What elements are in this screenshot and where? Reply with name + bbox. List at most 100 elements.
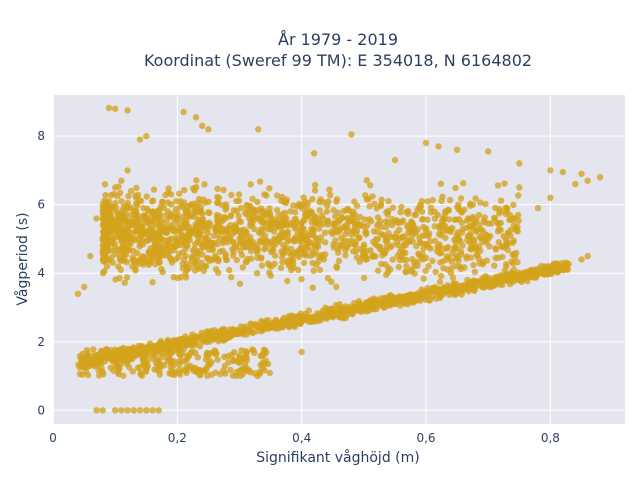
data-point: [102, 192, 109, 199]
data-point: [167, 191, 175, 198]
data-point: [515, 217, 522, 224]
data-point: [182, 210, 190, 217]
data-point: [116, 189, 124, 196]
data-point: [191, 187, 198, 194]
data-point: [103, 351, 110, 359]
data-point: [201, 199, 209, 206]
data-point: [429, 197, 436, 204]
data-point: [370, 228, 377, 235]
data-point: [366, 303, 373, 311]
data-point: [167, 213, 174, 221]
data-point: [233, 197, 240, 205]
data-point: [494, 219, 501, 226]
data-point: [189, 253, 196, 260]
data-point: [149, 230, 156, 238]
data-point: [191, 364, 199, 372]
data-point: [403, 295, 411, 302]
data-point: [84, 352, 91, 359]
data-point: [344, 223, 351, 231]
data-point: [182, 274, 190, 281]
data-point: [400, 248, 407, 256]
data-point: [252, 320, 260, 328]
data-point: [403, 263, 410, 270]
data-point: [292, 208, 299, 216]
x-tick-label: 0,8: [541, 431, 560, 445]
data-point: [95, 372, 103, 379]
data-point: [251, 349, 258, 357]
x-tick-label: 0,2: [168, 431, 187, 445]
data-point: [133, 352, 141, 359]
data-point: [483, 257, 491, 264]
data-point: [76, 364, 83, 371]
data-point: [431, 237, 439, 245]
data-point: [155, 407, 162, 414]
data-point: [204, 363, 211, 370]
data-point: [471, 285, 479, 292]
data-point: [431, 223, 438, 230]
data-point: [292, 215, 299, 223]
data-point: [409, 238, 416, 245]
data-point: [273, 207, 281, 214]
data-point: [249, 238, 256, 245]
data-point: [197, 367, 204, 374]
data-point: [534, 204, 542, 212]
data-point: [406, 226, 413, 233]
data-point: [465, 281, 473, 288]
data-point: [384, 264, 392, 271]
data-point: [118, 236, 125, 243]
data-point: [231, 228, 238, 236]
data-point: [353, 202, 361, 210]
data-point: [159, 199, 166, 206]
data-point: [432, 268, 439, 276]
data-point: [244, 367, 251, 375]
data-point: [271, 219, 278, 226]
data-point: [431, 215, 439, 222]
data-point: [478, 277, 486, 285]
data-point: [341, 310, 348, 317]
data-point: [156, 220, 163, 227]
data-point: [437, 180, 445, 187]
data-point: [467, 202, 474, 209]
data-point: [139, 356, 146, 364]
data-point: [228, 274, 235, 281]
data-point: [215, 194, 223, 201]
data-point: [167, 255, 174, 262]
data-point: [281, 215, 288, 222]
data-point: [559, 168, 566, 176]
data-point: [79, 371, 86, 378]
data-point: [498, 281, 506, 289]
data-point: [429, 257, 436, 264]
data-point: [374, 235, 382, 243]
data-point: [320, 221, 327, 228]
data-point: [369, 251, 376, 259]
data-point: [150, 186, 158, 193]
data-point: [180, 346, 187, 353]
data-point: [279, 193, 286, 201]
data-point: [389, 204, 397, 211]
data-point: [284, 231, 291, 239]
data-point: [281, 209, 289, 216]
data-point: [136, 407, 144, 414]
data-point: [119, 242, 126, 249]
data-point: [245, 326, 252, 333]
data-point: [389, 256, 396, 263]
data-point: [256, 178, 264, 185]
data-point: [395, 263, 402, 271]
data-point: [495, 254, 502, 261]
data-point: [510, 266, 518, 273]
data-point: [472, 242, 479, 249]
data-point: [342, 230, 349, 238]
data-point: [268, 263, 275, 270]
data-point: [267, 272, 274, 279]
data-point: [215, 269, 222, 276]
data-point: [258, 208, 265, 215]
data-point: [438, 249, 445, 257]
data-point: [236, 217, 243, 225]
data-point: [377, 202, 384, 209]
data-point: [193, 177, 200, 184]
data-point: [437, 292, 444, 299]
data-point: [494, 182, 502, 189]
data-point: [313, 241, 321, 248]
data-point: [318, 212, 326, 219]
data-point: [286, 249, 293, 256]
